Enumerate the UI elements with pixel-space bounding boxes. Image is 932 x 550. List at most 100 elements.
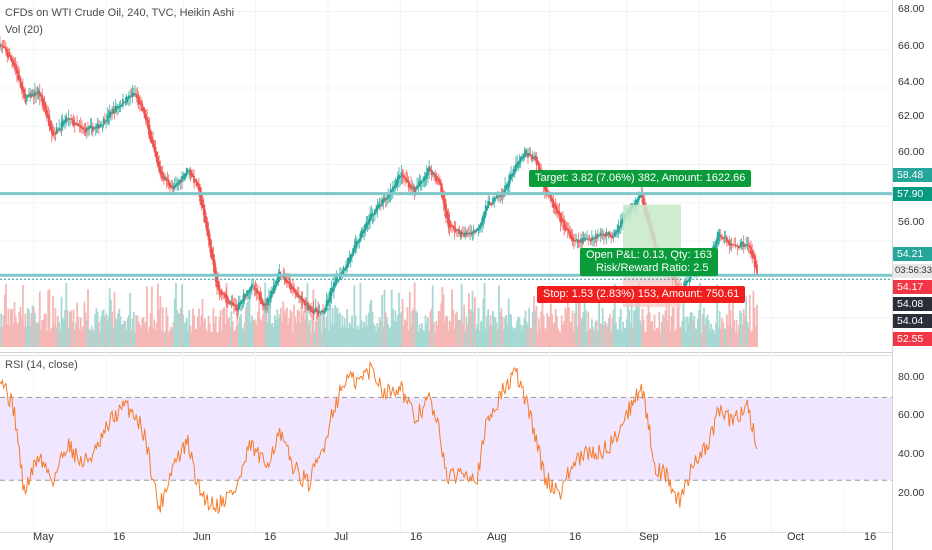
volume-bar: [563, 321, 566, 347]
volume-bar: [3, 294, 6, 347]
candle-body: [295, 291, 298, 295]
volume-bar: [287, 324, 289, 347]
open-pl-tag[interactable]: Open P&L: 0.13, Qty: 163 Risk/Reward Rat…: [580, 248, 718, 276]
candle-body: [330, 287, 333, 296]
price-tag-horizontal-line[interactable]: 58.48: [893, 168, 932, 182]
volume-bar: [566, 291, 569, 347]
volume-bar: [448, 320, 451, 347]
candle-body: [1, 45, 4, 47]
volume-bar: [734, 332, 737, 347]
volume-bar: [11, 308, 13, 347]
volume-bar: [251, 315, 253, 347]
candle-body: [103, 121, 106, 123]
candle-body: [318, 311, 321, 313]
volume-bar: [95, 307, 98, 347]
volume-bar: [259, 319, 262, 347]
price-tag-last[interactable]: 54.21: [893, 247, 932, 261]
candle-body: [402, 175, 405, 179]
volume-bar: [577, 298, 580, 347]
volume-bar: [564, 307, 567, 347]
volume-bar: [429, 311, 432, 347]
volume-bar: [617, 329, 620, 347]
candle-body: [246, 290, 249, 297]
volume-bar: [660, 322, 663, 347]
volume-bar: [713, 332, 716, 347]
candle-body: [322, 311, 324, 313]
volume-bar: [689, 312, 692, 347]
candle-body: [436, 178, 439, 180]
candle-body: [735, 245, 738, 247]
volume-bar: [170, 326, 173, 347]
candle-body: [528, 153, 531, 156]
volume-bar: [19, 307, 22, 347]
candle-body: [343, 268, 346, 271]
volume-bar: [633, 310, 635, 347]
volume-bar: [9, 309, 12, 347]
candle-body: [536, 160, 539, 166]
volume-bar: [93, 331, 95, 347]
candle-body: [64, 120, 66, 124]
candle-body: [293, 287, 296, 293]
candle-body: [132, 94, 135, 96]
volume-bar: [484, 329, 487, 347]
candle-body: [56, 130, 59, 132]
candle-body: [562, 218, 564, 222]
candle-body: [12, 60, 15, 66]
candle-body: [52, 129, 54, 136]
candle-body: [354, 242, 357, 249]
candle-body: [504, 185, 506, 194]
volume-bar: [125, 329, 128, 347]
volume-bar: [375, 332, 377, 347]
candle-body: [716, 237, 719, 245]
price-tag-low[interactable]: 52.55: [893, 332, 932, 346]
candle-body: [300, 296, 303, 300]
candle-body: [558, 211, 561, 216]
volume-bar: [400, 311, 403, 347]
candle-body: [615, 230, 617, 235]
candle-body: [635, 199, 638, 205]
candle-body: [79, 125, 82, 128]
volume-bar: [0, 313, 3, 347]
candle-body: [120, 105, 123, 107]
volume-bar: [496, 328, 499, 347]
candle-body: [313, 311, 316, 312]
candle-body: [212, 254, 215, 265]
candle-body: [458, 229, 461, 234]
candle-body: [443, 198, 446, 209]
volume-bar: [271, 322, 274, 347]
candle-body: [220, 290, 223, 296]
candle-body: [225, 295, 228, 300]
candle-body: [396, 176, 399, 184]
volume-bar: [628, 309, 631, 347]
volume-bar: [206, 332, 209, 347]
price-tag-target[interactable]: 57.90: [893, 187, 932, 201]
price-tag-stop[interactable]: 54.17: [893, 280, 932, 294]
volume-bar: [196, 316, 199, 347]
candle-body: [400, 172, 403, 177]
volume-bar: [428, 331, 431, 347]
volume-bar: [724, 327, 727, 347]
target-tag[interactable]: Target: 3.82 (7.06%) 382, Amount: 1622.6…: [529, 170, 752, 187]
candle-body: [75, 122, 77, 124]
volume-bar: [666, 320, 669, 347]
time-tick: 16: [264, 531, 277, 543]
candle-body: [85, 127, 88, 131]
price-tick: 60.00: [898, 146, 925, 158]
volume-bar: [255, 324, 258, 347]
candle-body: [357, 241, 359, 244]
candle-body: [449, 224, 452, 226]
candle-body: [507, 180, 510, 187]
volume-bar: [752, 290, 755, 347]
volume-bar: [96, 312, 99, 347]
volume-bar: [126, 317, 129, 347]
candle-body: [715, 240, 717, 249]
candle-body: [126, 98, 129, 100]
stop-tag[interactable]: Stop: 1.53 (2.83%) 153, Amount: 750.61: [537, 286, 746, 303]
price-tag-entry-alt[interactable]: 54.04: [893, 314, 932, 328]
candle-body: [475, 230, 478, 232]
candle-body: [88, 126, 91, 130]
volume-bar: [137, 321, 140, 347]
price-tag-entry[interactable]: 54.08: [893, 297, 932, 311]
volume-bar: [329, 287, 332, 347]
